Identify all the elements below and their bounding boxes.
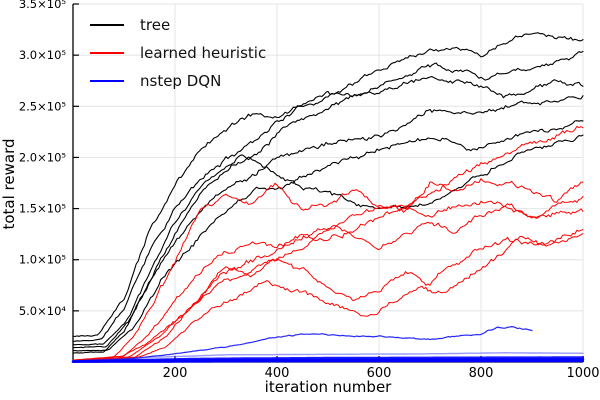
series-line-nstep-dqn-run-1 bbox=[72, 326, 533, 362]
series-line-tree-run-3 bbox=[72, 76, 584, 338]
series-line-learned-heuristic-run-2 bbox=[72, 178, 584, 361]
series-line-tree-run-6 bbox=[72, 134, 584, 354]
series-line-learned-heuristic-run-3 bbox=[72, 196, 584, 361]
x-tick-label-800: 800 bbox=[469, 366, 494, 381]
x-tick-label-1000: 1000 bbox=[566, 366, 599, 381]
learned-heuristic-line-swatch bbox=[90, 52, 124, 54]
legend-entry-learned-heuristic: learned heuristic bbox=[90, 39, 266, 67]
y-tick-label-350000: 3.5×10⁵ bbox=[19, 0, 67, 11]
y-tick-label-150000: 1.5×10⁵ bbox=[19, 202, 67, 216]
series-line-learned-heuristic-run-5 bbox=[72, 229, 584, 362]
series-line-tree-run-5 bbox=[72, 120, 584, 352]
y-tick-label-50000: 5.0×10⁴ bbox=[19, 304, 67, 318]
x-tick-label-200: 200 bbox=[163, 366, 188, 381]
series-line-learned-heuristic-run-6 bbox=[72, 233, 584, 362]
nstep-dqn-line-swatch bbox=[90, 80, 124, 82]
y-tick-label-100000: 1.0×10⁵ bbox=[19, 253, 67, 267]
y-tick-label-200000: 2.0×10⁵ bbox=[19, 150, 67, 164]
series-line-nstep-dqn-run-5 bbox=[71, 360, 585, 363]
series-line-tree-run-2 bbox=[72, 50, 584, 346]
legend-entry-nstep-dqn: nstep DQN bbox=[90, 67, 266, 95]
series-line-tree-run-4 bbox=[72, 95, 584, 349]
legend-entry-tree: tree bbox=[90, 11, 266, 39]
y-axis-title: total reward bbox=[0, 138, 18, 230]
y-tick-label-300000: 3.0×10⁵ bbox=[19, 48, 67, 62]
series-line-learned-heuristic-run-1 bbox=[72, 125, 584, 361]
series-line-learned-heuristic-run-4 bbox=[72, 203, 584, 362]
y-tick-label-250000: 2.5×10⁵ bbox=[19, 99, 67, 113]
legend-label-nstep-dqn: nstep DQN bbox=[140, 71, 222, 90]
x-axis-title: iteration number bbox=[264, 378, 392, 396]
series-line-nstep-dqn-run-2 bbox=[72, 352, 584, 362]
legend-label-learned-heuristic: learned heuristic bbox=[140, 43, 267, 62]
chart-legend: tree learned heuristic nstep DQN bbox=[90, 11, 266, 95]
tree-line-swatch bbox=[90, 24, 124, 26]
x-tick-label-600: 600 bbox=[367, 366, 392, 381]
x-tick-label-400: 400 bbox=[265, 366, 290, 381]
legend-label-tree: tree bbox=[140, 15, 171, 34]
series-line-tree-run-1 bbox=[72, 32, 584, 343]
